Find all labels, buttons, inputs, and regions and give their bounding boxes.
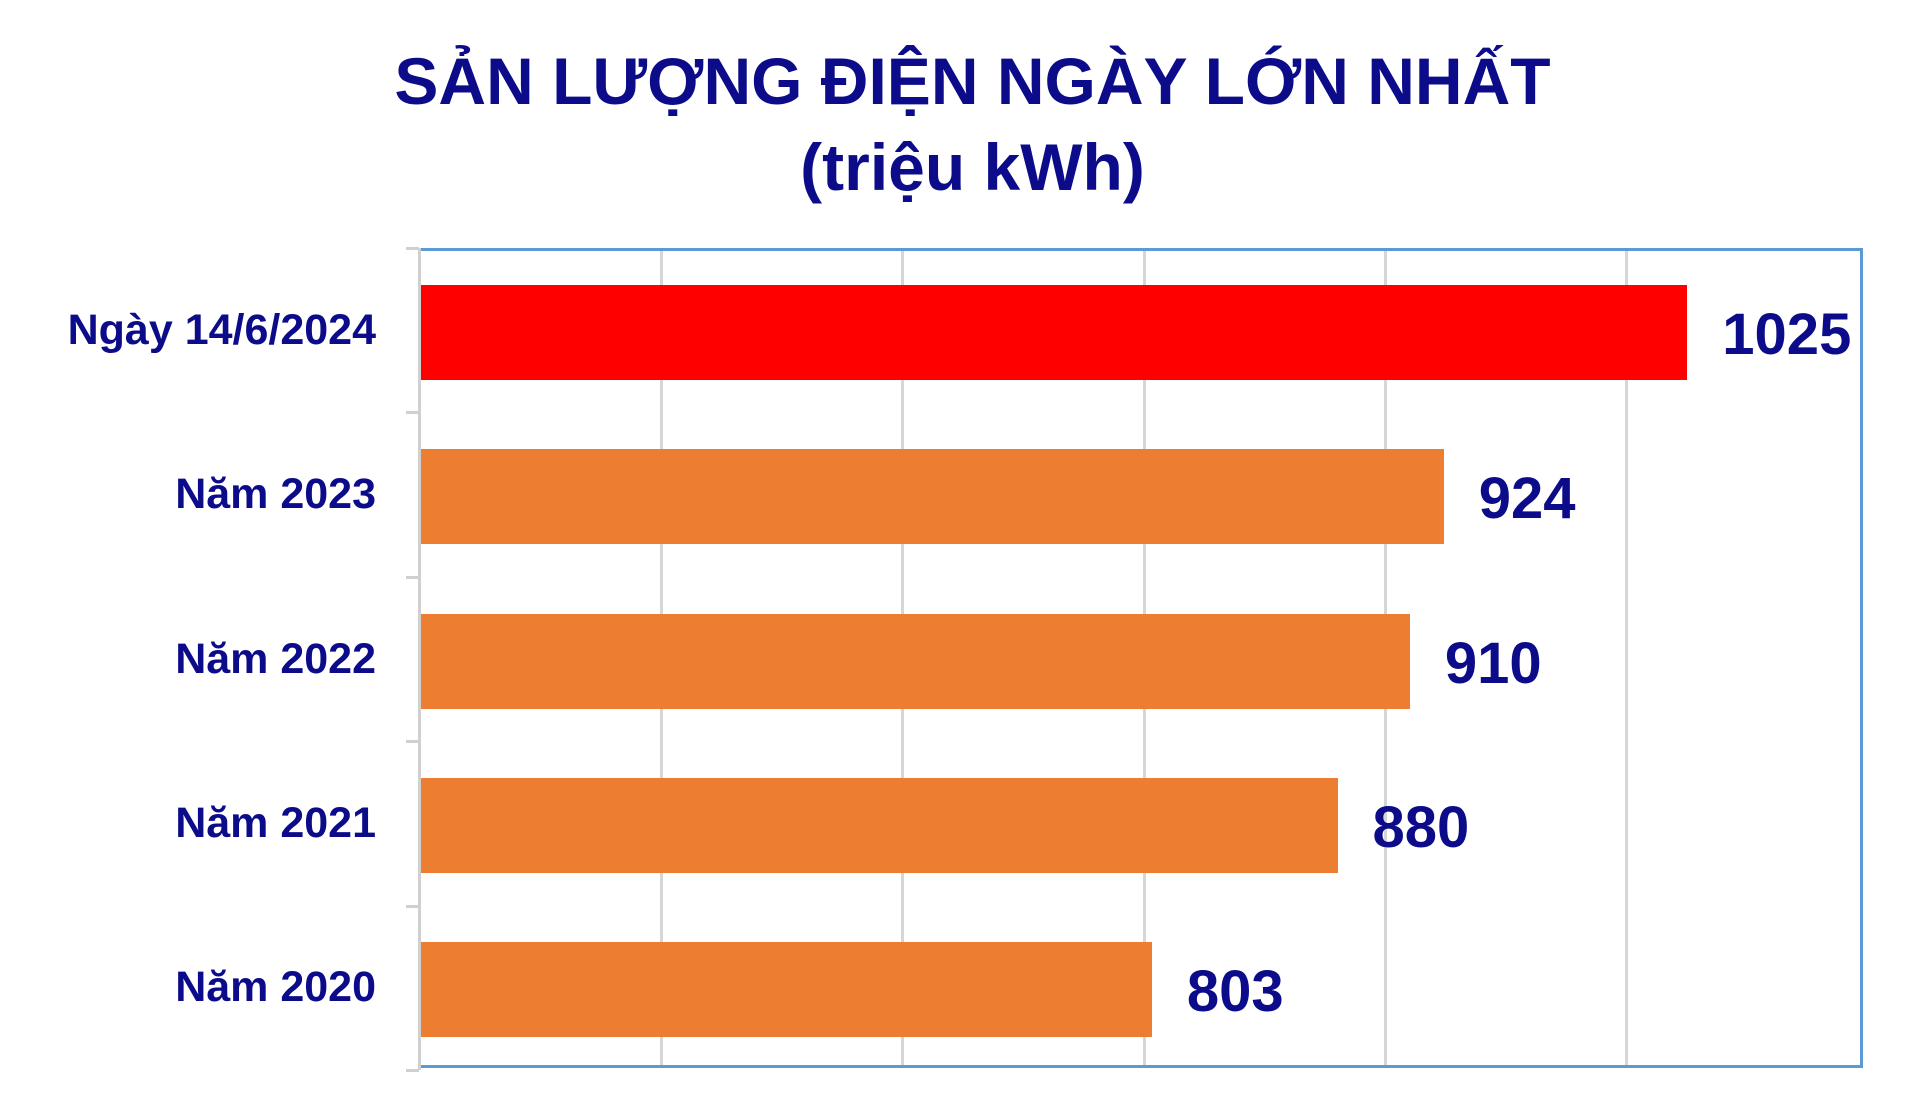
category-label: Năm 2023 <box>175 470 376 519</box>
category-label: Năm 2022 <box>175 634 376 683</box>
value-label: 803 <box>1186 959 1284 1025</box>
chart-title-line1: SẢN LƯỢNG ĐIỆN NGÀY LỚN NHẤT <box>394 44 1551 118</box>
bar <box>421 449 1444 545</box>
bar <box>421 777 1338 873</box>
axis-tick <box>406 904 419 908</box>
bar <box>421 284 1688 380</box>
plot-area <box>420 248 1863 1068</box>
value-label: 1025 <box>1722 301 1852 367</box>
axis-tick <box>406 575 419 579</box>
axis-tick <box>406 247 419 250</box>
bar <box>421 942 1152 1038</box>
axis-tick <box>406 411 419 415</box>
category-axis <box>418 248 421 1070</box>
gridline <box>1625 251 1628 1065</box>
category-label: Ngày 14/6/2024 <box>67 305 376 354</box>
category-label: Năm 2021 <box>175 798 376 847</box>
axis-tick <box>406 1069 419 1072</box>
value-label: 910 <box>1444 630 1542 696</box>
category-label: Năm 2020 <box>175 963 376 1012</box>
bar <box>421 613 1410 709</box>
chart-title-unit: (triệu kWh) <box>800 130 1145 204</box>
value-label: 880 <box>1372 794 1470 860</box>
value-label: 924 <box>1478 466 1576 532</box>
axis-tick <box>406 740 419 744</box>
chart-title: SẢN LƯỢNG ĐIỆN NGÀY LỚN NHẤT (triệu kWh) <box>0 38 1920 210</box>
